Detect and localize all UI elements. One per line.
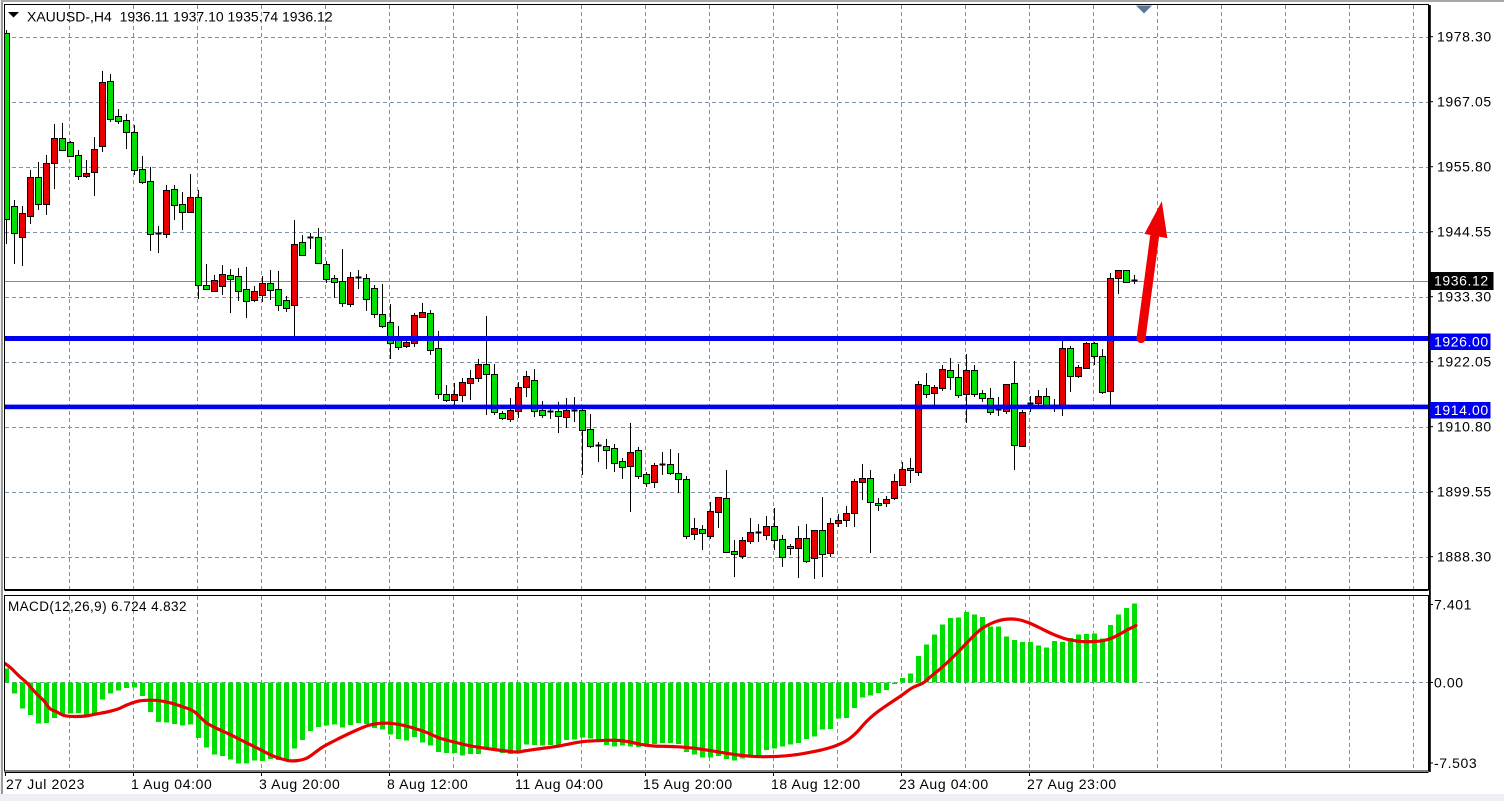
svg-text:1922.05: 1922.05 [1437, 354, 1492, 370]
svg-text:1926.00: 1926.00 [1434, 334, 1489, 350]
svg-text:XAUUSD-,H4 1936.11 1937.10 19: XAUUSD-,H4 1936.11 1937.10 1935.74 1936.… [27, 9, 333, 25]
svg-text:MACD(12,26,9) 6.724 4.832: MACD(12,26,9) 6.724 4.832 [8, 599, 187, 614]
svg-text:15 Aug 20:00: 15 Aug 20:00 [643, 776, 733, 792]
svg-text:1967.05: 1967.05 [1437, 94, 1492, 110]
svg-text:1944.55: 1944.55 [1437, 224, 1492, 240]
svg-text:1910.80: 1910.80 [1437, 419, 1492, 435]
svg-text:1899.55: 1899.55 [1437, 484, 1492, 500]
svg-text:1936.12: 1936.12 [1434, 273, 1489, 289]
svg-text:0.00: 0.00 [1434, 675, 1464, 691]
svg-text:3 Aug 20:00: 3 Aug 20:00 [259, 776, 340, 792]
svg-text:1 Aug 04:00: 1 Aug 04:00 [131, 776, 212, 792]
svg-text:27 Aug 23:00: 27 Aug 23:00 [1027, 776, 1117, 792]
svg-text:23 Aug 04:00: 23 Aug 04:00 [899, 776, 989, 792]
svg-text:1914.00: 1914.00 [1434, 402, 1489, 418]
svg-text:1978.30: 1978.30 [1437, 29, 1492, 45]
svg-text:11 Aug 04:00: 11 Aug 04:00 [515, 776, 604, 792]
svg-text:18 Aug 12:00: 18 Aug 12:00 [771, 776, 861, 792]
svg-text:7.401: 7.401 [1434, 597, 1472, 613]
svg-text:27 Jul 2023: 27 Jul 2023 [6, 776, 85, 792]
svg-text:1955.80: 1955.80 [1437, 159, 1492, 175]
svg-text:8 Aug 12:00: 8 Aug 12:00 [387, 776, 468, 792]
svg-text:1933.30: 1933.30 [1437, 289, 1492, 305]
svg-text:-7.503: -7.503 [1434, 755, 1477, 771]
svg-text:1888.30: 1888.30 [1437, 549, 1492, 565]
